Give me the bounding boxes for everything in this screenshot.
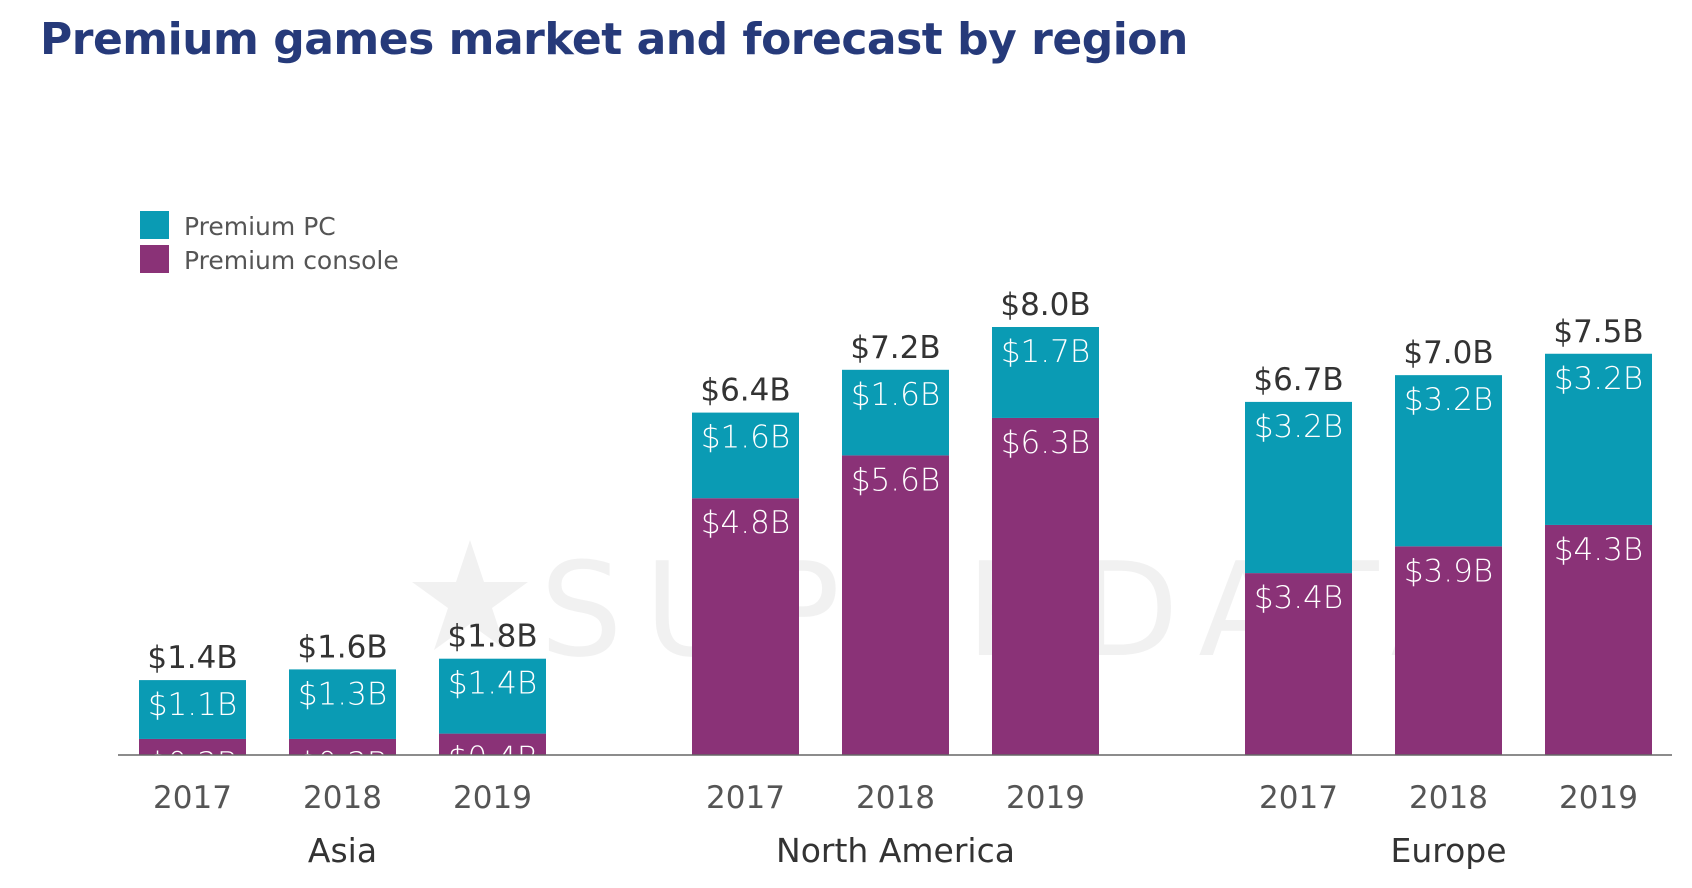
region-label: North America [776, 831, 1015, 870]
legend-label: Premium PC [184, 212, 336, 241]
bar-console [692, 498, 799, 755]
console-value-label: $0.4B [448, 741, 537, 777]
legend-swatch [140, 245, 169, 273]
pc-value-label: $3.2B [1404, 382, 1493, 418]
year-tick-label: 2019 [1559, 780, 1638, 816]
bar-pc [992, 327, 1099, 418]
bar-console [992, 417, 1099, 755]
total-label: $1.8B [447, 619, 537, 655]
console-value-label: $5.6B [851, 462, 940, 498]
chart-title: Premium games market and forecast by reg… [40, 14, 1188, 65]
bar-console [139, 738, 246, 755]
bar-console [1545, 524, 1652, 755]
bar-pc [1545, 353, 1652, 525]
bar-console [1245, 573, 1352, 755]
total-label: $6.4B [700, 373, 790, 409]
legend-swatch [140, 211, 169, 239]
bar-pc [1245, 401, 1352, 574]
pc-value-label: $3.2B [1254, 409, 1343, 445]
bar-pc [139, 680, 246, 739]
total-label: $6.7B [1253, 362, 1343, 398]
bar-console [1395, 546, 1502, 755]
total-label: $7.2B [850, 330, 940, 366]
pc-value-label: $1.4B [448, 666, 537, 702]
year-tick-label: 2018 [303, 780, 382, 816]
region-label: Europe [1390, 831, 1506, 870]
pc-value-label: $3.2B [1554, 361, 1643, 397]
console-value-label: $4.8B [701, 505, 790, 541]
bar-pc [289, 669, 396, 739]
console-value-label: $6.3B [1001, 425, 1090, 461]
data-labels: $1.4B $1.1B $0.3B $1.6B $1.3B $0.3B $1.8B $1.4B… [147, 287, 1643, 782]
pc-value-label: $1.6B [701, 420, 790, 456]
bar-console [289, 738, 396, 755]
year-tick-label: 2017 [153, 780, 232, 816]
bar-pc [842, 369, 949, 456]
region-label: Asia [308, 831, 377, 870]
year-tick-label: 2018 [856, 780, 935, 816]
console-value-label: $3.4B [1254, 580, 1343, 616]
year-tick-label: 2018 [1409, 780, 1488, 816]
x-axis: 2017 2018 2019 Asia 2017 2018 2019 North Americ… [118, 754, 1672, 870]
pc-value-label: $1.1B [148, 687, 237, 723]
year-tick-label: 2017 [706, 780, 785, 816]
total-label: $1.6B [297, 629, 387, 665]
total-label: $1.4B [147, 640, 237, 676]
legend: Premium PC Premium console [140, 211, 399, 275]
bar-console [842, 455, 949, 755]
legend-label: Premium console [184, 246, 399, 275]
bars [139, 327, 1652, 755]
console-value-label: $3.9B [1404, 553, 1493, 589]
pc-value-label: $1.6B [851, 377, 940, 413]
bar-pc [692, 412, 799, 499]
pc-value-label: $1.3B [298, 676, 387, 712]
console-value-label: $0.3B [148, 746, 237, 782]
year-tick-label: 2019 [453, 780, 532, 816]
pc-value-label: $1.7B [1001, 334, 1090, 370]
bar-console [439, 733, 546, 755]
bar-pc [439, 658, 546, 734]
year-tick-label: 2017 [1259, 780, 1338, 816]
bar-pc [1395, 375, 1502, 547]
year-tick-label: 2019 [1006, 780, 1085, 816]
watermark-star-icon [412, 540, 528, 650]
total-label: $7.0B [1403, 335, 1493, 371]
total-label: $8.0B [1000, 287, 1090, 323]
console-value-label: $4.3B [1554, 532, 1643, 568]
total-label: $7.5B [1553, 314, 1643, 350]
console-value-label: $0.3B [298, 746, 387, 782]
